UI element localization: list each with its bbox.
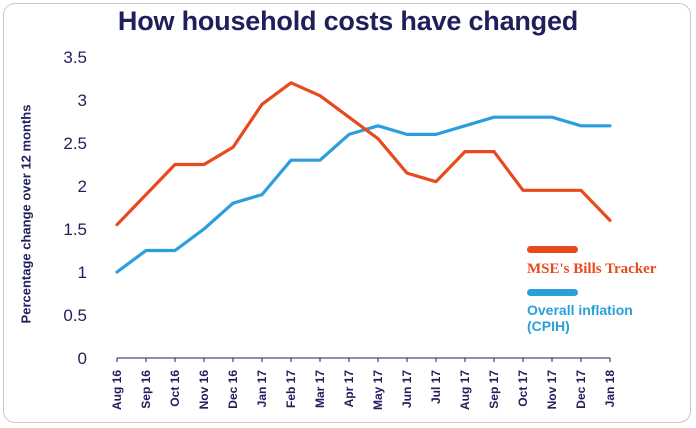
y-tick-label: 1 bbox=[78, 263, 87, 282]
x-tick-label: Oct 16 bbox=[168, 370, 182, 407]
chart-title: How household costs have changed bbox=[117, 6, 579, 36]
y-tick-label: 2 bbox=[78, 177, 87, 196]
x-axis bbox=[116, 357, 611, 362]
y-tick-label: 0.5 bbox=[63, 306, 87, 325]
series-lines bbox=[115, 81, 612, 274]
x-tick-label: Dec 16 bbox=[226, 370, 240, 409]
x-tick-label: Mar 17 bbox=[313, 370, 327, 408]
x-tick-label: Jan 17 bbox=[255, 370, 269, 408]
x-tick-label: Aug 17 bbox=[458, 370, 472, 410]
y-axis-ticks: 0 0.5 1 1.5 2 2.5 3 3.5 bbox=[63, 48, 87, 368]
series-line bbox=[115, 81, 612, 227]
x-tick-label: Nov 16 bbox=[197, 370, 211, 410]
y-tick-label: 0 bbox=[78, 349, 87, 368]
legend-label: Overall inflation (CPIH) bbox=[527, 302, 633, 334]
x-tick-label: Apr 17 bbox=[342, 370, 356, 408]
x-tick-label: Dec 17 bbox=[574, 370, 588, 409]
y-tick-label: 3.5 bbox=[63, 48, 87, 67]
x-tick-label: Aug 16 bbox=[110, 370, 124, 410]
x-tick-label: Sep 17 bbox=[487, 370, 501, 409]
legend-swatch bbox=[527, 246, 578, 253]
x-tick-label: Jul 17 bbox=[429, 370, 443, 404]
y-tick-label: 1.5 bbox=[63, 220, 87, 239]
legend-label: MSE's Bills Tracker bbox=[527, 261, 657, 277]
x-tick-label: Sep 16 bbox=[139, 370, 153, 409]
y-tick-label: 3 bbox=[78, 91, 87, 110]
x-tick-label: May 17 bbox=[371, 370, 385, 410]
x-tick-label: Jan 18 bbox=[603, 370, 617, 408]
x-axis-ticks: Aug 16 Sep 16 Oct 16 Nov 16 Dec 16 Jan 17 Feb … bbox=[110, 370, 617, 410]
x-tick-label: Jun 17 bbox=[400, 370, 414, 408]
chart-frame bbox=[3, 3, 691, 423]
y-tick-label: 2.5 bbox=[63, 134, 87, 153]
x-tick-label: Oct 17 bbox=[516, 370, 530, 407]
series-line bbox=[115, 115, 612, 274]
x-tick-label: Feb 17 bbox=[284, 370, 298, 408]
x-tick-label: Nov 17 bbox=[545, 370, 559, 410]
legend-swatch bbox=[527, 289, 578, 296]
